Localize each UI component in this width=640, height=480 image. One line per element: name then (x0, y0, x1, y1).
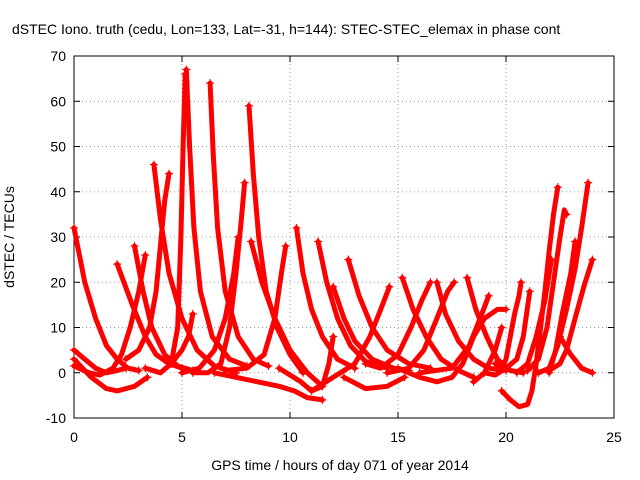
y-tick-label: -10 (46, 410, 66, 426)
x-tick-label: 5 (178, 429, 186, 445)
series-line (471, 325, 505, 385)
series-line (71, 347, 129, 376)
series-arc35 (512, 255, 556, 377)
series-line (395, 306, 509, 385)
series-line (514, 257, 554, 376)
series-line (481, 288, 533, 378)
y-tick-label: 60 (50, 93, 66, 109)
series-line (546, 239, 578, 376)
series-arc14 (178, 233, 243, 377)
y-tick-label: 10 (50, 320, 66, 336)
series-arc18 (221, 242, 290, 375)
series-line (132, 243, 196, 373)
series-arc20 (314, 237, 392, 373)
series-line (557, 334, 595, 376)
x-tick-label: 15 (390, 429, 406, 445)
series-line (142, 71, 188, 376)
series-arc19 (292, 223, 359, 373)
series-line (123, 171, 172, 362)
series-arc12 (206, 79, 273, 370)
series-arc25 (340, 373, 409, 392)
y-tick-label: 40 (50, 184, 66, 200)
series-line (363, 279, 433, 371)
series-line (71, 356, 150, 394)
series-line (546, 257, 595, 373)
series-line (222, 243, 289, 373)
series-arc17 (210, 368, 327, 404)
y-tick-labels: -10 0 10 20 30 40 50 60 70 (46, 48, 66, 426)
series-arc07 (121, 169, 174, 364)
x-tick-label: 0 (70, 429, 78, 445)
series-arc11 (167, 309, 197, 368)
y-tick-label: 70 (50, 48, 66, 64)
series-line (179, 234, 241, 376)
x-tick-label: 20 (498, 429, 514, 445)
series-arc31 (394, 305, 510, 385)
chart-title: dSTEC Iono. truth (cedu, Lon=133, Lat=-3… (12, 21, 560, 37)
y-tick-label: 0 (58, 365, 66, 381)
series-arc06 (130, 242, 197, 375)
series-line (207, 80, 271, 369)
series-line (525, 207, 569, 373)
series-arc04 (70, 251, 150, 378)
series-arc24 (307, 282, 394, 395)
data-series (70, 65, 597, 410)
series-line (309, 284, 392, 394)
x-tick-label: 25 (606, 429, 622, 445)
series-line (190, 180, 248, 376)
series-line (71, 252, 148, 378)
series-line (464, 275, 526, 376)
series-arc41 (469, 323, 506, 386)
y-axis-label: dSTEC / TECUs (1, 186, 17, 288)
series-line (417, 293, 492, 376)
series-line (246, 103, 306, 376)
series-line (211, 370, 325, 403)
x-tick-label: 10 (282, 429, 298, 445)
x-tick-labels: 0 5 10 15 20 25 (70, 429, 622, 445)
series-line (183, 67, 250, 369)
y-tick-label: 30 (50, 229, 66, 245)
series-arc37 (523, 207, 571, 375)
series-line (248, 239, 325, 389)
series-arc02 (70, 346, 130, 376)
series-line (294, 225, 358, 371)
y-tick-label: 20 (50, 274, 66, 290)
series-arc42 (545, 237, 580, 377)
series-line (399, 275, 477, 380)
series-line (341, 374, 407, 392)
x-axis-label: GPS time / hours of day 071 of year 2014 (211, 457, 469, 473)
series-line (168, 311, 196, 367)
y-tick-label: 50 (50, 139, 66, 155)
series-arc32 (415, 291, 493, 377)
